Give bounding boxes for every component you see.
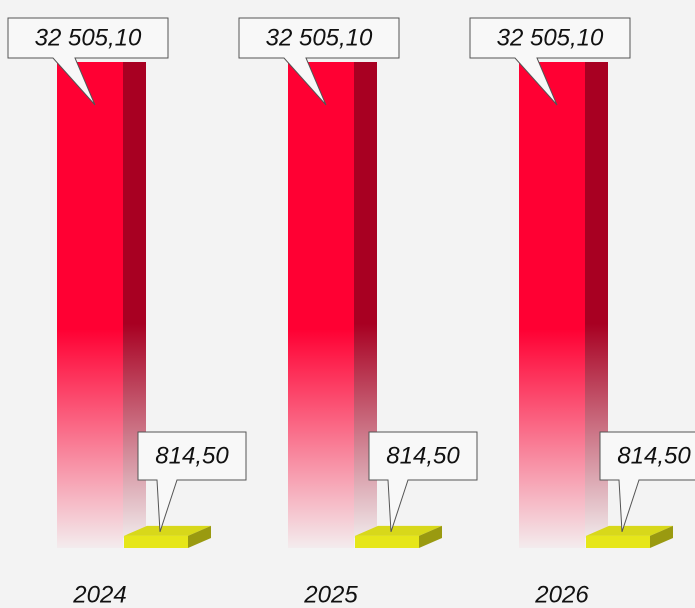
value-label: 32 505,10	[35, 24, 142, 51]
bar	[586, 535, 650, 548]
bar-side	[419, 525, 442, 548]
bar	[519, 62, 585, 548]
bar-side	[123, 62, 146, 538]
bar-side	[585, 62, 608, 538]
bar-side	[188, 525, 211, 548]
callout	[469, 17, 631, 106]
value-label: 814,50	[617, 442, 691, 469]
callout	[599, 431, 695, 532]
bar	[355, 535, 419, 548]
bar-side	[650, 525, 673, 548]
bar-top	[586, 525, 673, 536]
callout	[238, 17, 400, 106]
x-tick-label: 2024	[72, 581, 126, 608]
bar-side	[354, 62, 377, 538]
x-tick-label: 2026	[534, 581, 589, 608]
callout	[368, 431, 478, 532]
bar	[124, 535, 188, 548]
value-label: 32 505,10	[266, 24, 373, 51]
callout	[137, 431, 247, 532]
bar	[288, 62, 354, 548]
bar-top	[124, 525, 211, 536]
x-tick-label: 2025	[303, 581, 358, 608]
value-label: 32 505,10	[497, 24, 604, 51]
bar	[57, 62, 123, 548]
value-label: 814,50	[386, 442, 460, 469]
value-label: 814,50	[155, 442, 229, 469]
bar-top	[355, 525, 442, 536]
callout	[7, 17, 169, 106]
